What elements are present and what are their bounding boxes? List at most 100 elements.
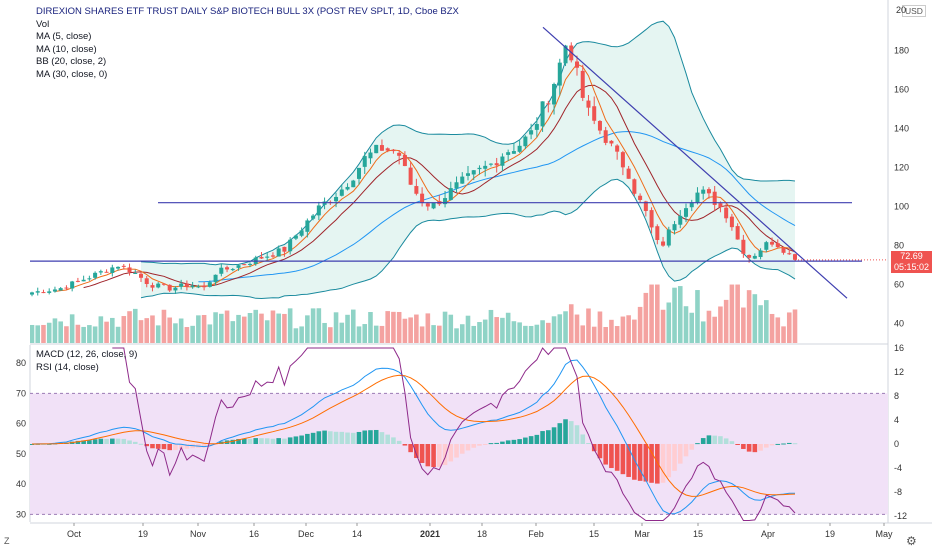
macd-histogram-bar: [781, 443, 786, 445]
axis-clip-label: 20: [896, 5, 907, 15]
macd-histogram-bar: [316, 431, 322, 444]
volume-bar: [637, 306, 643, 343]
macd-histogram-bar: [310, 432, 316, 444]
macd-histogram-bar: [500, 441, 505, 444]
candle-body: [781, 247, 786, 253]
macd-histogram-bar: [379, 432, 385, 444]
candle-body: [196, 286, 201, 288]
macd-histogram-bar: [769, 444, 775, 446]
candle-body: [52, 289, 57, 292]
macd-histogram-bar: [419, 444, 425, 463]
macd-histogram-bar: [528, 436, 534, 444]
x-tick-label: May: [875, 529, 893, 539]
candle-body: [574, 61, 580, 68]
timezone-toggle[interactable]: Z: [4, 536, 10, 546]
volume-bar: [345, 314, 350, 343]
legend-ma30[interactable]: MA (30, close, 0): [36, 68, 108, 80]
candle-body: [339, 189, 344, 196]
price-tick-label: 180: [894, 46, 909, 56]
candle-body: [506, 152, 511, 155]
macd-histogram-bar: [276, 438, 281, 444]
volume-bar: [64, 326, 69, 343]
volume-bar: [173, 323, 178, 343]
legend-bb[interactable]: BB (20, close, 2): [36, 56, 107, 67]
volume-bar: [494, 317, 499, 343]
macd-tick-label: 0: [894, 439, 899, 449]
volume-bar: [459, 324, 465, 343]
candle-body: [712, 191, 717, 205]
candle-body: [483, 165, 488, 169]
volume-bar: [52, 318, 58, 343]
volume-bar: [161, 309, 167, 343]
candle-body: [580, 70, 585, 98]
candle-body: [764, 242, 769, 250]
macd-histogram-bar: [253, 438, 259, 444]
volume-bar: [609, 319, 614, 343]
candle-body: [408, 167, 413, 185]
candle-body: [775, 243, 780, 248]
macd-histogram-bar: [649, 444, 654, 483]
macd-histogram-bar: [735, 444, 740, 445]
candle-body: [93, 272, 98, 278]
macd-histogram-bar: [459, 444, 465, 454]
ma30-line: [198, 130, 796, 283]
candle-body: [356, 167, 362, 179]
price-tick-label: 60: [894, 280, 904, 290]
macd-histogram-bar: [580, 434, 586, 444]
candle-body: [557, 62, 562, 86]
volume-bar: [620, 316, 626, 343]
legend-ma10[interactable]: MA (10, close): [36, 43, 97, 55]
legend-ma5[interactable]: MA (5, close): [36, 31, 92, 42]
macd-histogram-bar: [540, 431, 545, 444]
volume-bar: [431, 325, 436, 343]
macd-histogram-bar: [408, 444, 413, 453]
candle-body: [735, 226, 740, 240]
candle-body: [98, 271, 103, 273]
volume-bar: [597, 311, 603, 343]
legend-macd[interactable]: MACD (12, 26, close, 9): [36, 349, 138, 360]
macd-histogram-bar: [666, 444, 672, 478]
volume-bar: [127, 311, 132, 343]
macd-histogram-bar: [494, 442, 499, 444]
volume-bar: [276, 313, 281, 343]
volume-bar: [150, 315, 155, 343]
settings-gear-icon[interactable]: ⚙: [906, 534, 917, 548]
volume-bar: [769, 313, 775, 343]
macd-histogram-bar: [523, 437, 528, 444]
macd-histogram-bar: [792, 443, 798, 445]
legend-rsi[interactable]: RSI (14, close): [36, 361, 99, 373]
volume-bar: [30, 324, 35, 343]
volume-bar: [563, 311, 568, 343]
volume-bar: [241, 316, 247, 343]
macd-histogram-bar: [207, 444, 213, 447]
candle-body: [173, 287, 178, 291]
candle-body: [701, 189, 706, 194]
macd-histogram-bar: [505, 440, 511, 444]
volume-bar: [385, 311, 390, 343]
price-badge: 72.69 05:15:02: [891, 251, 932, 273]
volume-bar: [603, 326, 608, 343]
x-tick-label: Feb: [528, 529, 544, 539]
macd-histogram-bar: [551, 427, 557, 444]
currency-label[interactable]: USD: [902, 5, 926, 17]
candle-body: [41, 292, 46, 294]
macd-histogram-bar: [700, 438, 706, 444]
candle-body: [724, 207, 729, 219]
macd-histogram-bar: [201, 444, 207, 448]
candle-body: [460, 176, 465, 184]
x-tick-label: Mar: [634, 529, 650, 539]
volume-bar: [270, 310, 276, 343]
candle-body: [443, 198, 448, 205]
candle-body: [70, 281, 75, 289]
candle-body: [379, 145, 384, 151]
macd-histogram-bar: [557, 423, 563, 444]
macd-histogram-bar: [741, 444, 746, 449]
candle-body: [184, 283, 189, 287]
volume-bar: [207, 324, 213, 343]
volume-bar: [402, 318, 408, 343]
volume-bar: [775, 317, 781, 343]
volume-bar: [98, 316, 104, 343]
macd-histogram-bar: [98, 438, 104, 444]
legend-vol[interactable]: Vol: [36, 18, 50, 30]
candle-body: [666, 229, 671, 246]
